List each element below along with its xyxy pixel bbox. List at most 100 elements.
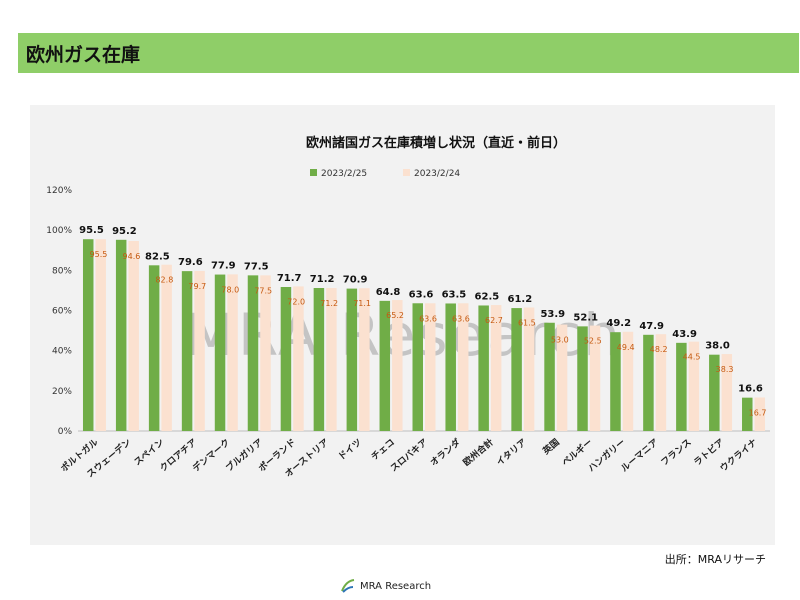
category-label: ドイツ: [336, 437, 364, 463]
footer-logo: MRA Research: [340, 578, 431, 594]
chart-title: 欧州諸国ガス在庫積増し状況（直近・前日）: [306, 135, 566, 151]
data-label-series1: 38.0: [705, 341, 730, 352]
bar-series2: [754, 397, 766, 431]
bar-series2: [490, 305, 502, 431]
category-label: 英国: [539, 436, 561, 457]
bar-series1: [676, 342, 687, 431]
category-label: チェコ: [369, 437, 397, 463]
bar-series1: [313, 288, 325, 431]
y-tick-label: 40%: [52, 347, 72, 357]
data-label-series1: 61.2: [508, 294, 533, 305]
data-label-series1: 82.5: [145, 251, 170, 262]
mra-logo-icon: [341, 579, 355, 593]
data-label-series2: 95.5: [90, 250, 108, 259]
chart-area: 欧州諸国ガス在庫積増し状況（直近・前日） 2023/2/25 2023/2/24 0%…: [30, 105, 775, 545]
data-label-series1: 49.2: [606, 318, 631, 329]
bar-series1: [511, 308, 522, 431]
legend-swatch-2: [403, 169, 410, 176]
bar-series2: [622, 331, 634, 431]
bar-series2: [392, 300, 403, 431]
bar-series1: [280, 287, 292, 431]
legend-swatch-1: [310, 169, 317, 176]
data-label-series2: 79.7: [188, 282, 206, 291]
data-label-series2: 63.6: [452, 314, 470, 323]
data-label-series2: 65.2: [386, 311, 404, 320]
bar-series2: [194, 270, 205, 431]
data-label-series1: 79.6: [178, 257, 203, 268]
bar-chart: 欧州諸国ガス在庫積増し状況（直近・前日） 2023/2/25 2023/2/24 0%…: [46, 135, 770, 480]
bar-series2: [161, 264, 172, 431]
bar-series1: [379, 300, 391, 431]
bar-series1: [577, 326, 588, 431]
bar-series1: [643, 334, 654, 431]
data-label-series1: 77.9: [211, 261, 236, 272]
footer-logo-text: MRA Research: [360, 580, 432, 592]
data-label-series2: 53.0: [551, 336, 569, 345]
data-label-series1: 95.5: [79, 225, 104, 236]
bar-series2: [688, 341, 700, 431]
data-label-series1: 53.9: [540, 309, 565, 320]
bar-series1: [247, 275, 259, 431]
data-label-series2: 16.7: [749, 408, 767, 417]
bar-series2: [326, 288, 337, 431]
bar-series2: [523, 307, 535, 431]
source-note: 出所：MRAリサーチ: [664, 553, 766, 566]
bar-series1: [709, 354, 720, 431]
slide-header-bar: 欧州ガス在庫: [18, 33, 799, 73]
data-label-series2: 52.5: [584, 337, 602, 346]
bar-series1: [115, 239, 127, 431]
data-label-series2: 44.5: [683, 353, 701, 362]
bar-series2: [556, 324, 568, 431]
data-label-series2: 77.5: [254, 286, 272, 295]
bar-series2: [655, 334, 667, 431]
data-label-series2: 63.6: [419, 314, 437, 323]
data-label-series1: 63.6: [409, 289, 434, 300]
bar-series2: [359, 288, 370, 431]
bar-series2: [95, 239, 106, 431]
data-label-series2: 82.8: [155, 276, 173, 285]
bar-series1: [742, 397, 753, 431]
data-label-series2: 48.2: [650, 345, 668, 354]
data-label-series1: 47.9: [639, 321, 664, 332]
legend-label-2: 2023/2/24: [414, 169, 460, 179]
y-tick-label: 60%: [52, 307, 72, 317]
bar-series1: [148, 265, 160, 431]
data-label-series2: 71.1: [353, 299, 371, 308]
slide-title: 欧州ガス在庫: [26, 43, 141, 66]
data-label-series1: 43.9: [672, 329, 697, 340]
data-label-series2: 49.4: [617, 343, 635, 352]
category-label: フランス: [659, 437, 694, 468]
category-label: オランダ: [428, 436, 463, 468]
bar-series2: [721, 354, 733, 431]
data-label-series1: 16.6: [738, 384, 763, 395]
data-label-series2: 71.2: [320, 299, 338, 308]
data-label-series1: 71.7: [277, 273, 302, 284]
data-label-series1: 62.5: [475, 291, 500, 302]
category-label: 欧州合計: [461, 436, 496, 468]
bar-series1: [478, 305, 489, 431]
y-tick-label: 120%: [46, 186, 72, 196]
bar-series1: [412, 303, 423, 431]
bar-series2: [457, 303, 469, 431]
bar-series1: [544, 322, 555, 431]
data-label-series1: 52.1: [573, 312, 598, 323]
data-label-series1: 70.9: [343, 275, 368, 286]
bar-series2: [128, 241, 139, 431]
bar-series1: [346, 288, 358, 431]
y-tick-label: 100%: [46, 226, 72, 236]
bar-series2: [260, 275, 271, 431]
bar-series2: [293, 286, 304, 431]
bar-series1: [445, 303, 456, 431]
category-label: ウクライナ: [718, 437, 759, 474]
bar-series2: [589, 325, 601, 431]
data-label-series1: 71.2: [310, 274, 335, 285]
data-label-series1: 95.2: [112, 226, 137, 237]
bar-series1: [610, 332, 621, 431]
data-label-series2: 78.0: [221, 285, 239, 294]
y-tick-label: 80%: [52, 266, 72, 276]
category-label: イタリア: [494, 436, 529, 468]
y-tick-label: 20%: [52, 387, 72, 397]
bar-series1: [82, 239, 94, 431]
data-label-series2: 38.3: [716, 365, 734, 374]
data-label-series1: 63.5: [442, 289, 467, 300]
